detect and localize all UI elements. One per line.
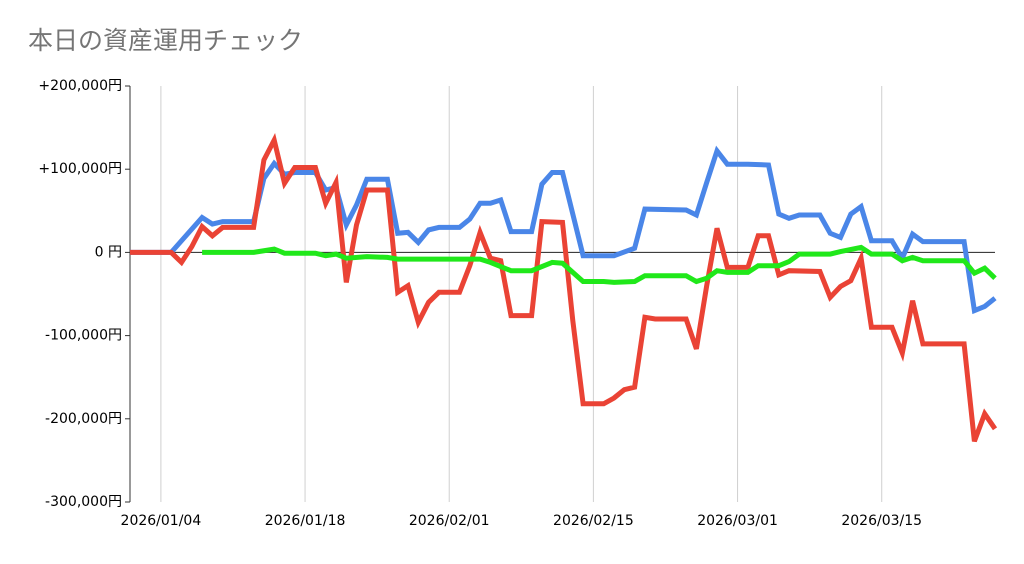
x-tick-label: 2026/01/04 xyxy=(121,513,202,529)
y-tick-label: -200,000円 xyxy=(45,411,122,427)
y-tick-label: -100,000円 xyxy=(45,328,122,344)
y-tick-label: +200,000円 xyxy=(38,78,122,94)
x-tick-label: 2026/02/01 xyxy=(409,513,490,529)
x-tick-label: 2026/03/01 xyxy=(697,513,778,529)
series-line xyxy=(202,244,997,285)
x-tick-label: 2026/02/15 xyxy=(553,513,634,529)
y-tick-label: -300,000円 xyxy=(45,494,122,510)
chart-title: 本日の資産運用チェック xyxy=(28,26,303,55)
x-tick-label: 2026/01/18 xyxy=(265,513,346,529)
y-tick-label: +100,000円 xyxy=(38,161,122,177)
y-tick-label: 0 円 xyxy=(95,244,122,260)
series-line xyxy=(130,145,997,315)
x-tick-label: 2026/03/15 xyxy=(841,513,922,529)
series-line xyxy=(130,132,998,443)
